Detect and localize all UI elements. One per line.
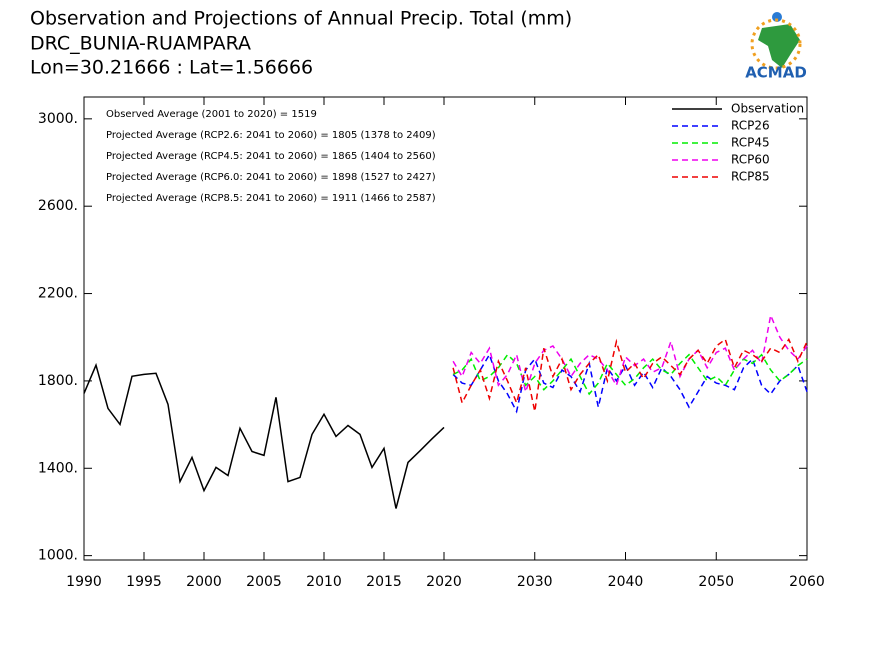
x-tick-label: 2050 bbox=[698, 574, 734, 590]
x-tick-label: 2010 bbox=[306, 574, 342, 590]
x-tick-label: 2005 bbox=[246, 574, 282, 590]
y-tick-label: 3000. bbox=[38, 111, 78, 127]
x-tick-label: 2000 bbox=[186, 574, 222, 590]
legend-label: Observation bbox=[731, 102, 804, 116]
annotation: Projected Average (RCP6.0: 2041 to 2060)… bbox=[106, 172, 436, 183]
logo-drop bbox=[772, 12, 782, 22]
annotation: Projected Average (RCP4.5: 2041 to 2060)… bbox=[106, 151, 436, 162]
series-line bbox=[452, 352, 808, 414]
y-tick-label: 1400. bbox=[38, 460, 78, 476]
y-tick-label: 1800. bbox=[38, 373, 78, 389]
legend-label: RCP85 bbox=[731, 170, 770, 184]
chart-subtitle: DRC_BUNIA-RUAMPARA bbox=[30, 33, 251, 55]
x-tick-label: 2020 bbox=[426, 574, 462, 590]
x-tick-label: 1995 bbox=[126, 574, 162, 590]
chart-title: Observation and Projections of Annual Pr… bbox=[30, 8, 572, 30]
legend-label: RCP26 bbox=[731, 119, 770, 133]
logo-sun bbox=[750, 18, 802, 70]
logo: ACMAD bbox=[745, 12, 807, 82]
x-tick-label: 2060 bbox=[789, 574, 825, 590]
annotation: Projected Average (RCP8.5: 2041 to 2060)… bbox=[106, 193, 436, 204]
annotation: Observed Average (2001 to 2020) = 1519 bbox=[106, 109, 317, 120]
plot-frame bbox=[83, 96, 808, 561]
x-tick-label: 2030 bbox=[517, 574, 553, 590]
legend-label: RCP45 bbox=[731, 136, 770, 150]
location: Lon=30.21666 : Lat=1.56666 bbox=[30, 57, 313, 79]
x-tick-label: 2015 bbox=[366, 574, 402, 590]
logo-text: ACMAD bbox=[745, 64, 807, 82]
series-line bbox=[452, 353, 808, 396]
x-tick-label: 2040 bbox=[608, 574, 644, 590]
y-tick-label: 1000. bbox=[38, 548, 78, 564]
y-tick-label: 2600. bbox=[38, 198, 78, 214]
series-line bbox=[452, 337, 808, 412]
legend-label: RCP60 bbox=[731, 153, 770, 167]
series-line bbox=[83, 362, 445, 509]
annotation: Projected Average (RCP2.6: 2041 to 2060)… bbox=[106, 130, 436, 141]
series-line bbox=[452, 312, 808, 395]
y-tick-label: 2200. bbox=[38, 286, 78, 302]
x-tick-label: 1990 bbox=[66, 574, 102, 590]
logo-map bbox=[758, 24, 800, 68]
